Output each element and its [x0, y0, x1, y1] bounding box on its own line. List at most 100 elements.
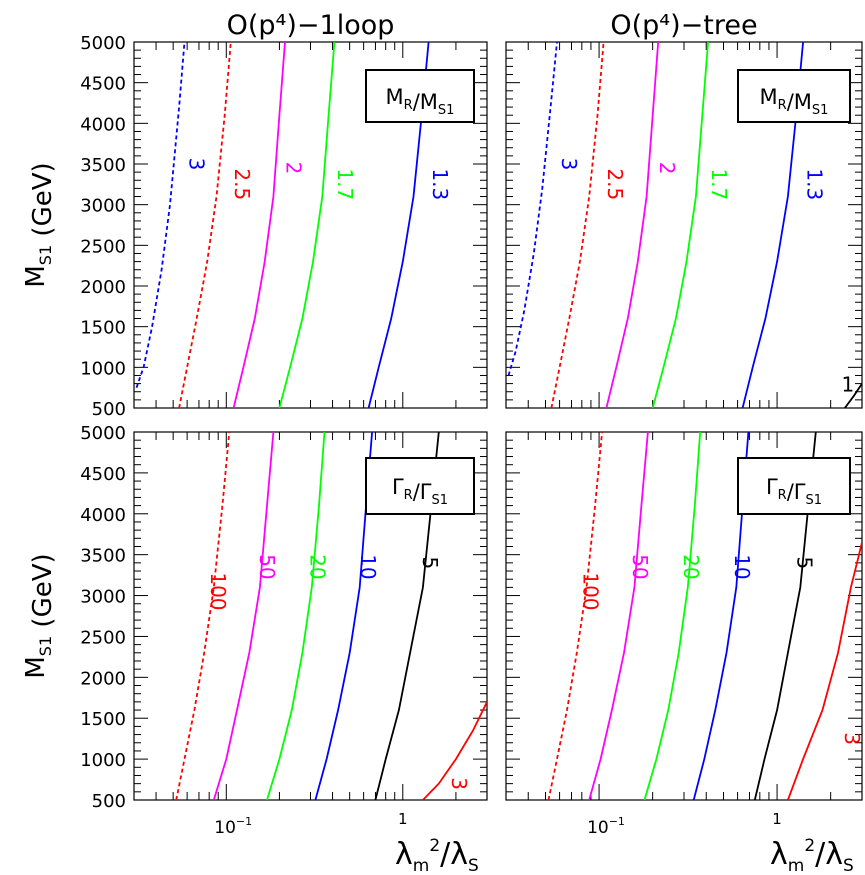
- y-tick-label: 2500: [80, 236, 126, 257]
- series-label: 5: [418, 556, 442, 569]
- y-tick-label: 1500: [80, 709, 126, 730]
- ratio-label-part: /M: [787, 90, 812, 114]
- y-tick-label: 2500: [80, 627, 126, 648]
- series-label: 1: [842, 373, 855, 397]
- y-tick-label: 500: [92, 399, 126, 420]
- series-label: 1.3: [428, 168, 452, 200]
- y-tick-label: 2000: [80, 668, 126, 689]
- series-line-100: [176, 432, 229, 800]
- y-axis-label: MS1 (GeV): [21, 553, 58, 678]
- panel-1: 500 1000 1500 2000 2500 3000 3500 4000 4500 5000 3…: [21, 10, 487, 420]
- y-tick-label: 4500: [80, 464, 126, 485]
- x-tick-label-exp: −1: [236, 815, 252, 828]
- x-axis-label-part: /λ: [815, 837, 843, 871]
- y-axis-label-part: (GeV): [28, 553, 58, 635]
- y-tick-label: 5000: [80, 33, 126, 54]
- ratio-label-subscript: R: [404, 488, 413, 503]
- series-label: 5: [792, 556, 816, 569]
- y-axis-label: MS1 (GeV): [21, 162, 58, 287]
- x-axis-label-sub: m: [788, 856, 805, 871]
- series-label: 3: [557, 158, 581, 171]
- y-tick-label: 4000: [80, 505, 126, 526]
- series-label: 2.5: [230, 168, 254, 200]
- ratio-label-part: Γ: [392, 475, 404, 499]
- series-line-2: [606, 42, 658, 408]
- series-label: 100: [206, 572, 230, 610]
- y-tick-label: 2000: [80, 277, 126, 298]
- y-tick-label: 1000: [80, 750, 126, 771]
- series-line-1.7: [279, 42, 334, 408]
- x-axis-label-group: λm2/λS: [770, 836, 854, 871]
- x-tick-label: 10−1: [214, 815, 252, 838]
- series-line-3: [137, 42, 185, 388]
- panel-3: 500 1000 1500 2000 2500 3000 3500 4000 4500 5000 1…: [21, 423, 487, 871]
- y-tick-label: 500: [92, 791, 126, 812]
- y-tick-label: 5000: [80, 423, 126, 444]
- series-label: 1.7: [333, 168, 357, 200]
- x-tick-label: 1: [772, 810, 782, 828]
- x-tick-label-exp: −1: [609, 815, 625, 828]
- series-line-3: [509, 42, 558, 376]
- x-tick-label-base: 10: [214, 818, 236, 838]
- x-axis-label: λm2/λS: [395, 836, 479, 871]
- ratio-label-part: /Γ: [787, 480, 806, 504]
- panel-title: O(p⁴)−tree: [610, 10, 757, 41]
- series-line-50: [589, 432, 648, 800]
- series-line-100: [549, 432, 603, 800]
- y-tick-label: 1000: [80, 358, 126, 379]
- x-tick-label: 10−1: [587, 815, 625, 838]
- ratio-label-subscript: S1: [432, 493, 449, 508]
- series-label: 2.5: [603, 168, 627, 200]
- series-label: 1.7: [707, 168, 731, 200]
- series-line-3: [788, 542, 862, 800]
- series-line-2: [234, 42, 285, 408]
- ratio-label-subscript: R: [778, 488, 787, 503]
- y-axis-label-part: M: [21, 265, 51, 287]
- ratio-label-part: M: [760, 85, 778, 109]
- ratio-label-subscript: S1: [812, 103, 829, 118]
- series-label: 50: [255, 554, 279, 579]
- y-axis-label-group: MS1 (GeV): [21, 162, 58, 287]
- y-tick-label: 4000: [80, 114, 126, 135]
- x-axis-label-group: λm2/λS: [395, 836, 479, 871]
- series-label: 100: [579, 572, 603, 610]
- x-axis-label-sub: m: [413, 856, 430, 871]
- x-tick-label: 1: [398, 810, 408, 828]
- series-label: 3: [447, 777, 471, 790]
- ratio-label-part: /Γ: [413, 480, 432, 504]
- series-label: 20: [306, 554, 330, 579]
- ratio-label-subscript: S1: [438, 103, 455, 118]
- ratio-label-part: /M: [413, 90, 438, 114]
- series-label: 10: [356, 554, 380, 579]
- x-tick-label-base: 10: [587, 818, 609, 838]
- series-line-50: [214, 432, 274, 800]
- ratio-label-subscript: S1: [806, 493, 823, 508]
- x-axis-label-sub: S: [843, 856, 854, 871]
- y-tick-label: 3000: [80, 587, 126, 608]
- series-label: 2: [282, 162, 306, 175]
- series-line-1.7: [653, 42, 708, 408]
- series-label: 10: [730, 554, 754, 579]
- series-label: 20: [679, 554, 703, 579]
- x-axis-label: λm2/λS: [770, 836, 854, 871]
- series-label: 3: [185, 158, 209, 171]
- panel-title: O(p⁴)−1loop: [227, 10, 395, 41]
- series-label: 2: [655, 162, 679, 175]
- ratio-label-part: Γ: [766, 475, 778, 499]
- y-axis-label-group: MS1 (GeV): [21, 553, 58, 678]
- y-axis-label-part: (GeV): [28, 162, 58, 244]
- series-line-20: [645, 432, 701, 800]
- series-line-2.5: [179, 42, 231, 408]
- series-line-2.5: [551, 42, 603, 408]
- x-axis-label-sub: S: [468, 856, 479, 871]
- panel-2: 3 2.5 2 1.7 1.3 1 MR/MS1 O(p⁴)−tree: [506, 10, 862, 408]
- y-tick-label: 1500: [80, 318, 126, 339]
- series-label: 1.3: [802, 168, 826, 200]
- series-line-10: [315, 432, 372, 800]
- series-line-20: [267, 432, 325, 800]
- series-label: 3: [840, 732, 864, 745]
- y-tick-label: 4500: [80, 74, 126, 95]
